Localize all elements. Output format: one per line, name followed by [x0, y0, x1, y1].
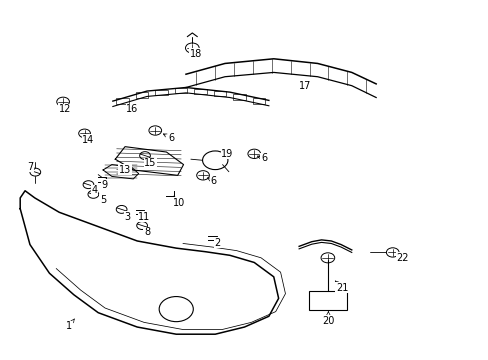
- Text: 5: 5: [99, 195, 106, 205]
- Bar: [233, 94, 245, 100]
- Text: 16: 16: [126, 104, 138, 114]
- Bar: [308, 291, 346, 310]
- Text: 22: 22: [396, 253, 408, 263]
- Text: 4: 4: [92, 185, 98, 195]
- Bar: [213, 91, 226, 96]
- Text: 18: 18: [189, 48, 202, 59]
- Text: 7: 7: [27, 162, 34, 172]
- Text: 15: 15: [144, 158, 156, 168]
- Text: 12: 12: [59, 104, 71, 114]
- Bar: [116, 98, 129, 104]
- Bar: [252, 98, 265, 104]
- Bar: [136, 93, 148, 98]
- Text: 11: 11: [138, 212, 150, 221]
- Text: 13: 13: [119, 165, 131, 175]
- Text: 6: 6: [257, 153, 266, 163]
- Text: 3: 3: [124, 212, 130, 221]
- Text: 17: 17: [299, 81, 311, 91]
- Text: 21: 21: [335, 281, 347, 293]
- Text: 10: 10: [172, 198, 184, 208]
- Bar: [155, 90, 167, 95]
- Text: 20: 20: [322, 312, 334, 325]
- Text: 1: 1: [66, 319, 74, 331]
- Bar: [194, 89, 206, 94]
- Text: 6: 6: [207, 176, 216, 186]
- Text: 14: 14: [82, 135, 94, 145]
- Bar: [174, 88, 187, 93]
- Text: 9: 9: [102, 180, 107, 190]
- Text: 2: 2: [214, 238, 221, 248]
- Text: 6: 6: [163, 133, 174, 143]
- Text: 8: 8: [143, 227, 150, 237]
- Text: 19: 19: [221, 149, 233, 159]
